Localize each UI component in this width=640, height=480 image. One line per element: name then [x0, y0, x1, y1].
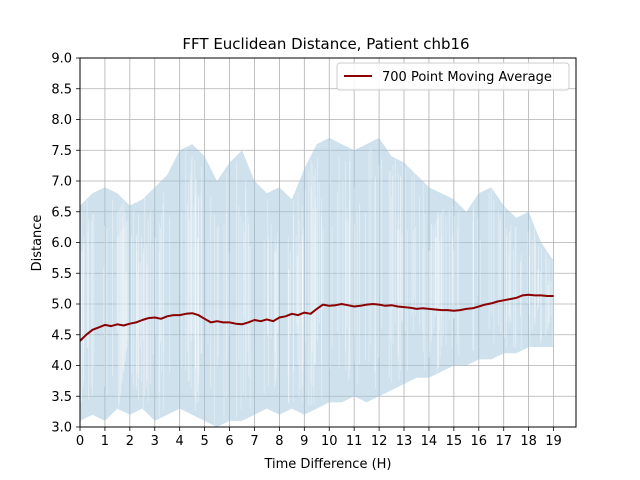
x-axis: 0 1 2 3 4 5 6 7 8 9 10 11 12 13 14 15 16 17 18 19 — [76, 427, 562, 449]
y-tick-label: 6.0 — [51, 236, 72, 251]
y-tick-label: 5.5 — [51, 267, 72, 282]
y-tick-label: 4.5 — [51, 328, 72, 343]
y-tick-label: 3.5 — [51, 390, 72, 405]
x-tick-label: 13 — [396, 434, 413, 449]
x-tick-label: 7 — [250, 434, 258, 449]
x-tick-label: 0 — [76, 434, 84, 449]
x-tick-label: 2 — [126, 434, 134, 449]
y-tick-label: 6.5 — [51, 205, 72, 220]
y-tick-label: 3.0 — [51, 421, 72, 436]
legend: 700 Point Moving Average — [336, 62, 570, 91]
x-tick-label: 6 — [225, 434, 233, 449]
x-tick-label: 11 — [346, 434, 363, 449]
y-tick-label: 4.0 — [51, 359, 72, 374]
y-tick-label: 5.0 — [51, 298, 72, 313]
x-tick-label: 1 — [101, 434, 109, 449]
plot-area — [79, 57, 577, 428]
y-tick-label: 8.5 — [51, 82, 72, 97]
chart-title: FFT Euclidean Distance, Patient chb16 — [182, 35, 469, 53]
x-axis-label: Time Difference (H) — [263, 457, 391, 472]
x-tick-label: 9 — [300, 434, 308, 449]
x-tick-label: 12 — [371, 434, 388, 449]
x-tick-label: 15 — [446, 434, 463, 449]
y-axis-label: Distance — [30, 215, 45, 272]
y-tick-label: 8.0 — [51, 113, 72, 128]
legend-label-average: 700 Point Moving Average — [382, 70, 552, 85]
raw-distance-band — [80, 137, 554, 427]
y-tick-label: 9.0 — [51, 52, 72, 67]
x-tick-label: 8 — [275, 434, 283, 449]
x-tick-label: 16 — [471, 434, 488, 449]
y-tick-label: 7.5 — [51, 144, 72, 159]
raw-distance-spikes — [79, 140, 554, 426]
moving-average-line — [79, 293, 554, 342]
x-tick-label: 17 — [495, 434, 512, 449]
y-axis: 3.0 3.5 4.0 4.5 5.0 5.5 6.0 6.5 7.0 7.5 8.0 8.5 9.0 — [51, 52, 80, 436]
x-tick-label: 3 — [151, 434, 159, 449]
legend-box — [336, 62, 570, 91]
x-tick-label: 18 — [520, 434, 537, 449]
x-tick-label: 5 — [200, 434, 208, 449]
x-tick-label: 4 — [176, 434, 184, 449]
x-tick-label: 10 — [321, 434, 338, 449]
x-tick-label: 19 — [545, 434, 562, 449]
series-layer — [79, 137, 554, 427]
x-tick-label: 14 — [421, 434, 438, 449]
y-tick-label: 7.0 — [51, 175, 72, 190]
